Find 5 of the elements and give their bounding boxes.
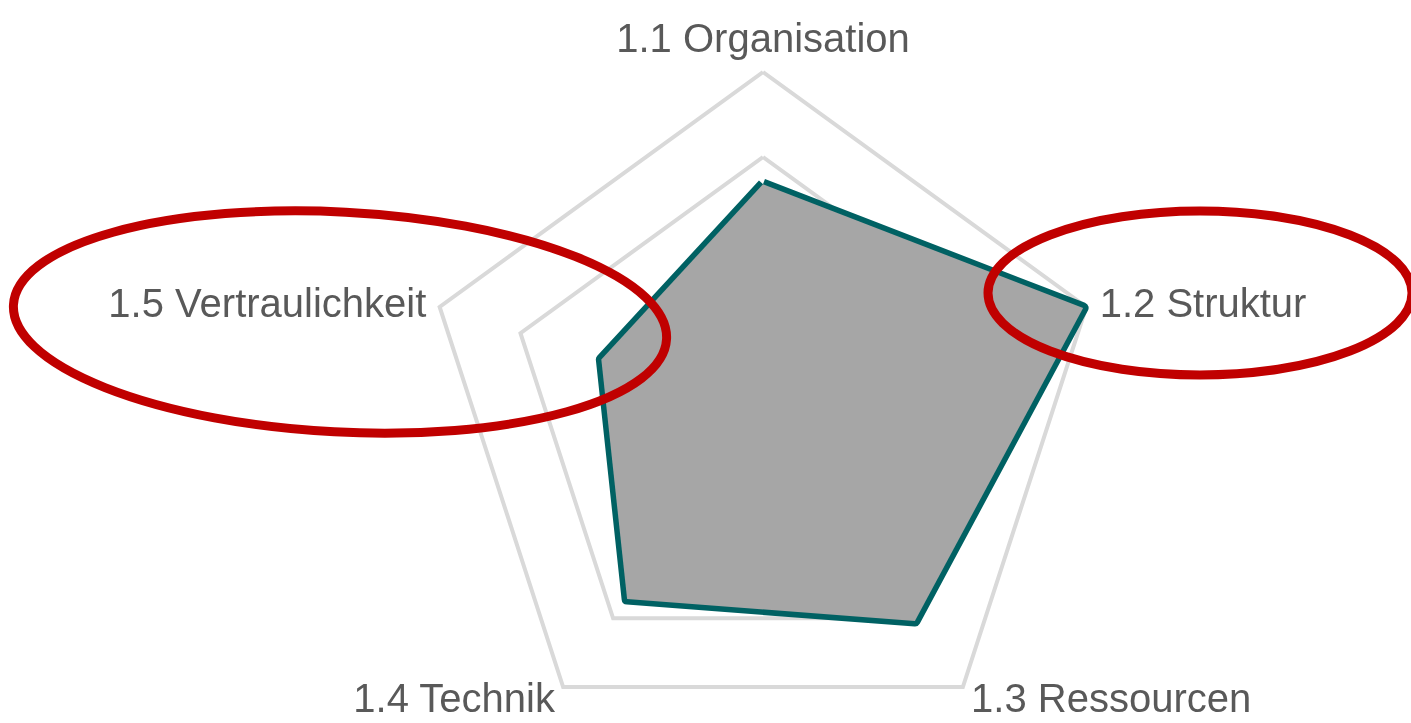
spoke-label: 1.3 Ressourcen <box>971 676 1252 721</box>
spoke-label: 1.2 Struktur <box>1099 280 1307 325</box>
spoke-label: 1.4 Technik <box>353 676 556 721</box>
spoke-label: 1.5 Vertraulichkeit <box>108 280 427 325</box>
spoke-label: 1.1 Organisation <box>616 16 910 60</box>
